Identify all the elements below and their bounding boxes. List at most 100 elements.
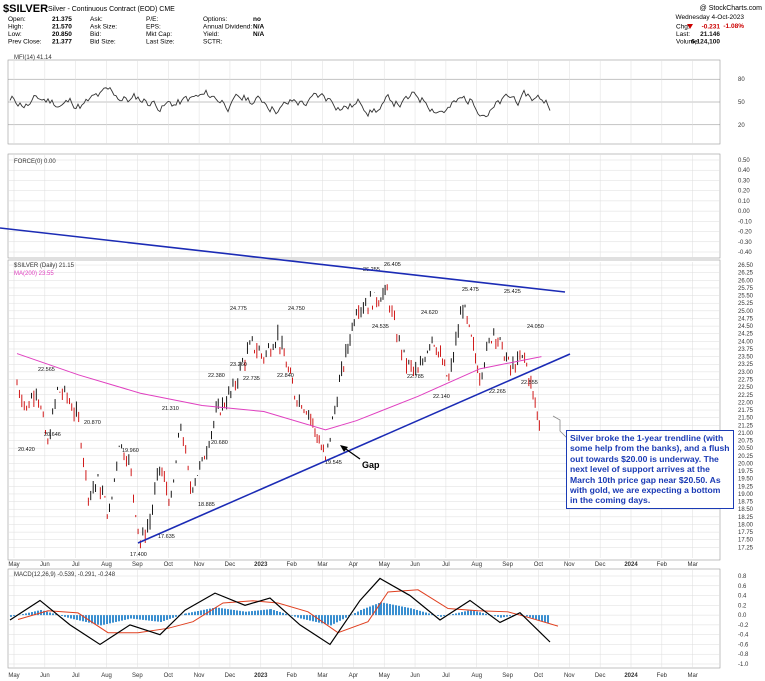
y-tick-label: 19.75 (738, 469, 754, 475)
price-value-label: 20.870 (84, 420, 101, 426)
macd-hist-bar (386, 603, 388, 616)
macd-hist-bar (503, 615, 505, 618)
x-tick-label: Jul (72, 562, 80, 568)
macd-hist-bar (139, 615, 141, 620)
macd-hist-bar (294, 615, 296, 617)
macd-hist-bar (124, 615, 126, 620)
macd-hist-bar (428, 613, 430, 616)
macd-hist-bar (416, 609, 418, 616)
macd-hist-bar (422, 611, 424, 616)
x-tick-label: Oct (164, 562, 174, 568)
macd-hist-bar (218, 607, 220, 616)
price-value-label: 22.555 (521, 380, 538, 386)
macd-hist-bar (383, 602, 385, 616)
force-tick-label: 0.40 (738, 168, 750, 174)
y-tick-label: 20.50 (738, 446, 754, 452)
quote-value: N/A (253, 31, 265, 38)
macd-hist-bar (106, 615, 108, 625)
macd-hist-bar (494, 615, 496, 617)
quote-label: Last: (676, 31, 690, 38)
x-tick-label: 2023 (254, 562, 268, 568)
y-tick-label: 18.25 (738, 515, 754, 521)
price-value-label: 22.840 (277, 373, 294, 379)
gap-label: Gap (362, 460, 380, 470)
price-series (16, 284, 542, 549)
x-tick-label: Jul (442, 673, 450, 679)
y-tick-label: 23.75 (738, 347, 754, 353)
y-tick-label: 19.50 (738, 477, 754, 483)
y-tick-label: 20.00 (738, 461, 754, 467)
macd-tick-label: 0.2 (738, 603, 747, 609)
macd-hist-bar (109, 615, 111, 624)
mfi-series (9, 86, 551, 118)
macd-hist-bar (200, 610, 202, 616)
quote-label: Volume: (676, 39, 700, 46)
macd-hist-bar (455, 613, 457, 616)
macd-hist-bar (282, 612, 284, 616)
quote-value: 21.375 (52, 16, 72, 23)
price-value-label: 18.885 (198, 502, 215, 508)
price-value-label: 22.265 (489, 389, 506, 395)
x-tick-label: Jul (442, 562, 450, 568)
macd-hist-bar (91, 615, 93, 624)
macd-hist-bar (224, 608, 226, 616)
macd-grid: 0.8 0.6 0.4 0.2 0.0 -0.2 -0.4 -0.6 -0.8 -1.0 (8, 569, 749, 668)
macd-hist-bar (389, 604, 391, 616)
macd-hist-bar (115, 615, 117, 622)
quote-label: Last Size: (146, 39, 175, 46)
force-tick-label: 0.10 (738, 199, 750, 205)
quote-label: EPS: (146, 24, 161, 31)
macd-hist-bar (479, 612, 481, 616)
macd-hist-bar (13, 615, 15, 617)
quote-label: Mkt Cap: (146, 31, 172, 38)
quote-label: Yield: (203, 31, 219, 38)
macd-hist-bar (55, 614, 57, 616)
macd-hist-bar (452, 614, 454, 616)
macd-hist-bar (547, 615, 549, 624)
header-date: Wednesday 4-Oct-2023 (675, 14, 744, 21)
macd-hist-bar (266, 609, 268, 616)
quote-label: Chg: (676, 24, 690, 31)
price-value-label: 24.620 (421, 310, 438, 316)
chart-header: $SILVER Silver - Continuous Contract (EO… (0, 0, 765, 60)
macd-hist-bar (103, 615, 105, 625)
price-value-label: 22.785 (407, 374, 424, 380)
x-tick-label: Dec (225, 673, 236, 679)
x-tick-label: Mar (688, 562, 698, 568)
macd-hist-bar (206, 609, 208, 616)
macd-hist-bar (366, 607, 368, 616)
change-pct: -1.08% (723, 23, 744, 30)
macd-hist-bar (431, 614, 433, 616)
quote-label: SCTR: (203, 39, 223, 46)
macd-hist-bar (172, 615, 174, 618)
ma-label: MA(200) 23.55 (14, 271, 54, 277)
macd-hist-bar (154, 615, 156, 622)
macd-hist-bar (118, 615, 120, 622)
macd-hist-bar (215, 607, 217, 616)
source-credit: @ StockCharts.com (700, 5, 763, 12)
quote-value: 21.377 (52, 39, 72, 46)
macd-hist-bar (443, 615, 445, 617)
macd-hist-bar (52, 613, 54, 616)
macd-hist-bar (76, 615, 78, 620)
macd-hist-bar (145, 615, 147, 621)
mfi-tick-label: 20 (738, 123, 745, 129)
y-tick-label: 22.25 (738, 393, 754, 399)
quote-value: no (253, 16, 261, 23)
y-tick-label: 24.50 (738, 324, 754, 330)
macd-hist-bar (270, 609, 272, 616)
x-tick-label: Nov (194, 673, 205, 679)
y-tick-label: 21.25 (738, 423, 754, 429)
macd-hist-bar (188, 612, 190, 616)
x-tick-label: Aug (471, 562, 482, 568)
mfi-tick-label: 80 (738, 77, 745, 83)
macd-hist-bar (526, 615, 528, 617)
force-tick-label: -0.20 (738, 230, 752, 236)
macd-hist-bar (227, 609, 229, 616)
macd-hist-bar (354, 613, 356, 616)
x-tick-label: 2024 (624, 673, 638, 679)
quote-label: Ask Size: (90, 24, 117, 31)
force-tick-label: -0.30 (738, 240, 752, 246)
macd-hist-bar (500, 615, 502, 618)
